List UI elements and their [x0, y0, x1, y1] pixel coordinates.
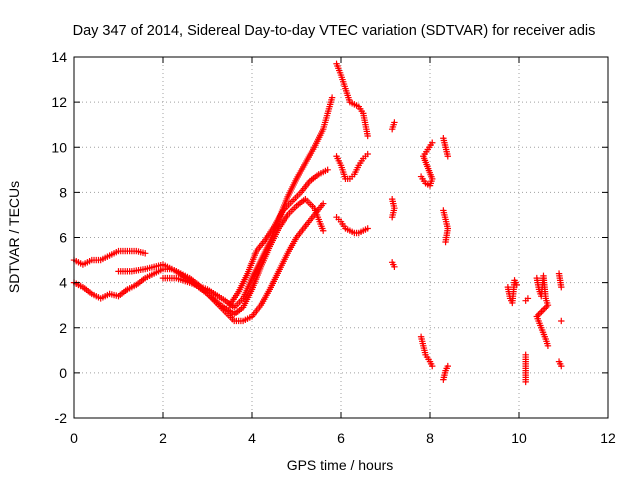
data-point [388, 213, 396, 221]
data-point [391, 119, 398, 126]
data-point [524, 295, 532, 302]
x-tick-label: 0 [70, 430, 78, 446]
data-point [320, 227, 327, 234]
y-axis-title: SDTVAR / TECUs [6, 181, 22, 293]
y-tick-label: 10 [51, 139, 67, 155]
data-point [536, 310, 544, 317]
data-marks [70, 60, 565, 386]
y-tick-label: -2 [55, 410, 68, 426]
y-tick-label: 2 [59, 320, 67, 336]
data-point [444, 362, 451, 370]
y-axis: -2 0 2 4 6 8 10 12 14 [51, 49, 608, 426]
data-point [442, 238, 449, 246]
data-point [558, 283, 565, 291]
data-point [444, 153, 451, 160]
data-point [391, 263, 398, 271]
x-tick-label: 6 [337, 430, 345, 446]
data-point [539, 306, 547, 314]
data-point [364, 225, 371, 232]
data-point [522, 378, 529, 386]
x-tick-label: 12 [600, 430, 616, 446]
y-tick-label: 14 [51, 49, 67, 65]
x-tick-label: 4 [248, 430, 256, 446]
x-axis-title: GPS time / hours [287, 457, 394, 473]
x-tick-label: 8 [426, 430, 434, 446]
data-point [543, 303, 550, 310]
data-point [429, 139, 436, 146]
data-point [328, 94, 336, 101]
data-point [429, 362, 436, 370]
x-axis: 0 2 4 6 8 10 12 [70, 57, 616, 446]
data-point [364, 150, 371, 158]
y-tick-label: 12 [51, 94, 67, 110]
data-point [558, 317, 565, 325]
data-point [142, 250, 149, 257]
data-point [558, 362, 565, 370]
data-point [320, 200, 327, 207]
y-tick-label: 6 [59, 230, 67, 246]
data-point [541, 305, 548, 312]
data-point [535, 311, 542, 319]
data-point [364, 132, 371, 140]
data-point [544, 342, 552, 349]
x-tick-label: 2 [159, 430, 167, 446]
y-tick-label: 4 [59, 275, 67, 291]
data-point [324, 166, 331, 174]
data-point [538, 308, 545, 315]
chart-title: Day 347 of 2014, Sidereal Day-to-day VTE… [73, 23, 596, 39]
x-tick-label: 10 [511, 430, 527, 446]
y-tick-label: 8 [59, 184, 67, 200]
data-point [513, 281, 520, 289]
grid [74, 57, 608, 418]
y-tick-label: 0 [59, 365, 67, 381]
